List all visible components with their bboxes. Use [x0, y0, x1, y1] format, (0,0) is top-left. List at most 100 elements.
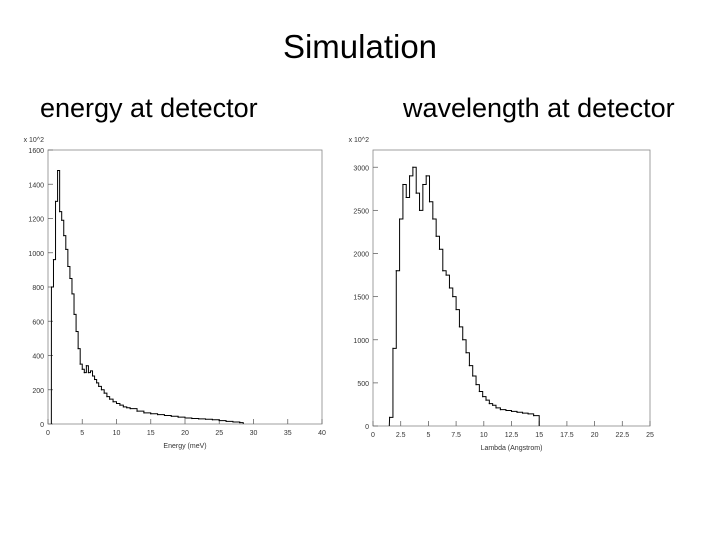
data-point — [389, 416, 391, 418]
right-chart-caption: wavelength at detector — [403, 93, 675, 123]
data-point — [96, 382, 98, 384]
data-point — [485, 399, 487, 401]
x-tick-label: 25 — [646, 432, 654, 439]
data-point — [103, 392, 105, 394]
data-point — [98, 385, 100, 387]
data-point — [115, 402, 118, 405]
x-tick-label: 15 — [147, 430, 155, 437]
data-point — [93, 378, 96, 381]
x-tick-label: 40 — [318, 430, 326, 437]
data-point — [63, 235, 65, 237]
data-point — [428, 201, 431, 203]
data-point — [177, 416, 179, 418]
data-point — [405, 196, 407, 199]
data-point — [445, 274, 447, 276]
y-tick-label: 800 — [32, 285, 44, 292]
data-point — [442, 270, 444, 272]
data-point — [184, 417, 186, 419]
data-point — [478, 390, 480, 393]
data-point — [425, 175, 427, 177]
data-point — [527, 413, 529, 415]
data-point — [232, 421, 234, 423]
data-point — [85, 365, 87, 367]
data-point — [163, 414, 166, 417]
data-point — [59, 211, 61, 213]
data-point — [402, 183, 404, 186]
data-point — [225, 420, 227, 423]
data-point — [465, 352, 467, 354]
data-point — [472, 375, 474, 377]
x-axis-label: Energy (meV) — [163, 443, 206, 450]
data-point — [129, 407, 131, 410]
y-tick-label: 500 — [357, 381, 369, 388]
data-point — [422, 183, 424, 186]
x-tick-label: 2.5 — [396, 432, 406, 439]
x-tick-label: 17.5 — [560, 432, 574, 439]
data-point — [109, 398, 111, 400]
x-tick-label: 22.5 — [615, 432, 629, 439]
data-point — [435, 235, 437, 237]
data-point — [119, 404, 121, 406]
y-tick-label: 1400 — [28, 182, 44, 189]
data-point — [122, 406, 124, 408]
data-point — [170, 415, 172, 417]
left-chart-caption: energy at detector — [40, 93, 258, 123]
data-point — [516, 411, 518, 413]
data-point — [415, 192, 417, 194]
data-point — [191, 417, 193, 420]
data-point — [239, 422, 241, 424]
data-point — [50, 286, 53, 288]
x-tick-label: 7.5 — [451, 432, 461, 439]
data-point — [412, 166, 414, 168]
data-point — [458, 326, 461, 328]
data-point — [112, 401, 114, 403]
data-point — [77, 348, 79, 350]
data-point — [455, 308, 457, 311]
y-tick-label: 1500 — [353, 295, 369, 302]
x-tick-label: 20 — [181, 430, 189, 437]
x-tick-label: 10 — [113, 430, 121, 437]
data-point — [126, 407, 128, 409]
data-point — [488, 402, 490, 405]
plot-frame — [372, 149, 651, 427]
data-point — [499, 409, 502, 411]
y-tick-label: 1000 — [353, 338, 369, 345]
data-point — [61, 219, 63, 221]
x-tick-label: 10 — [480, 432, 488, 439]
data-point — [136, 410, 138, 412]
y-tick-label: 600 — [32, 319, 44, 326]
x-tick-label: 20 — [591, 432, 599, 439]
data-point — [510, 410, 513, 412]
x-tick-label: 5 — [80, 430, 84, 437]
data-point — [150, 413, 152, 415]
data-point — [52, 259, 55, 261]
slide-title: Simulation — [282, 28, 438, 65]
data-point — [106, 396, 108, 398]
y-tick-label: 2500 — [353, 208, 369, 215]
data-point — [100, 389, 103, 391]
x-tick-label: 0 — [46, 430, 50, 437]
data-point — [495, 407, 497, 409]
data-point — [71, 293, 73, 295]
data-point — [392, 347, 394, 349]
x-tick-label: 0 — [371, 432, 375, 439]
data-point — [198, 418, 200, 420]
data-point — [408, 175, 411, 177]
data-point — [432, 218, 434, 220]
data-point — [87, 372, 90, 374]
y-tick-label: 400 — [32, 354, 44, 361]
data-point — [482, 396, 484, 398]
data-point — [143, 412, 145, 414]
data-point — [65, 248, 67, 250]
data-point — [475, 384, 477, 386]
data-point — [204, 418, 207, 420]
y-multiplier-label: x 10^2 — [349, 137, 370, 144]
x-tick-label: 5 — [426, 432, 430, 439]
x-tick-label: 12.5 — [505, 432, 519, 439]
data-point — [438, 248, 441, 250]
x-tick-label: 25 — [215, 430, 223, 437]
data-point — [83, 372, 85, 374]
data-point — [157, 413, 159, 416]
